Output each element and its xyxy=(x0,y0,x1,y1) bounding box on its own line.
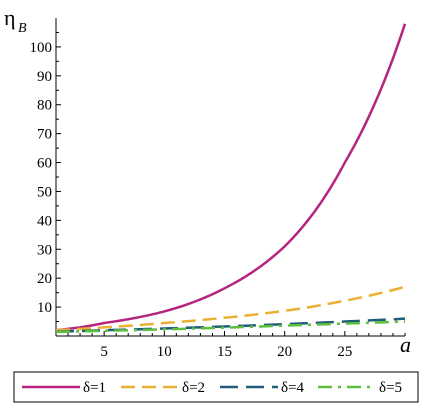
x-axis-label: a xyxy=(400,332,411,357)
x-tick-label-20: 20 xyxy=(277,344,292,360)
series-line-2 xyxy=(55,285,406,332)
x-tick-label-10: 10 xyxy=(157,344,172,360)
x-tick-label-15: 15 xyxy=(217,344,232,360)
legend-label-3: δ=4 xyxy=(281,380,305,396)
x-tick-label-25: 25 xyxy=(337,344,352,360)
series-line-1 xyxy=(55,23,407,332)
series-line-4 xyxy=(55,320,406,334)
y-tick-label-10: 10 xyxy=(37,300,52,316)
y-tick-label-20: 20 xyxy=(37,271,52,287)
y-tick-label-40: 40 xyxy=(37,213,52,229)
legend-label-1: δ=1 xyxy=(83,380,106,396)
legend: δ=1 δ=2 δ=4 δ=5 xyxy=(22,380,402,396)
y-tick-label-50: 50 xyxy=(37,184,52,200)
y-tick-label-90: 90 xyxy=(37,69,52,85)
plot-area: 5 10 15 20 25 10 20 30 40 50 60 70 80 90 100 xyxy=(30,18,407,360)
series-line-3 xyxy=(55,317,406,333)
y-tick-label-80: 80 xyxy=(37,98,52,114)
y-tick-label-100: 100 xyxy=(30,40,53,56)
y-axis-label-subscript: B xyxy=(18,21,27,36)
legend-label-2: δ=2 xyxy=(182,380,205,396)
legend-label-4: δ=5 xyxy=(379,380,402,396)
x-tick-label-5: 5 xyxy=(100,344,108,360)
y-tick-label-30: 30 xyxy=(37,242,52,258)
y-tick-label-60: 60 xyxy=(37,156,52,172)
y-tick-label-70: 70 xyxy=(37,127,52,143)
y-axis-label: η xyxy=(4,5,16,30)
